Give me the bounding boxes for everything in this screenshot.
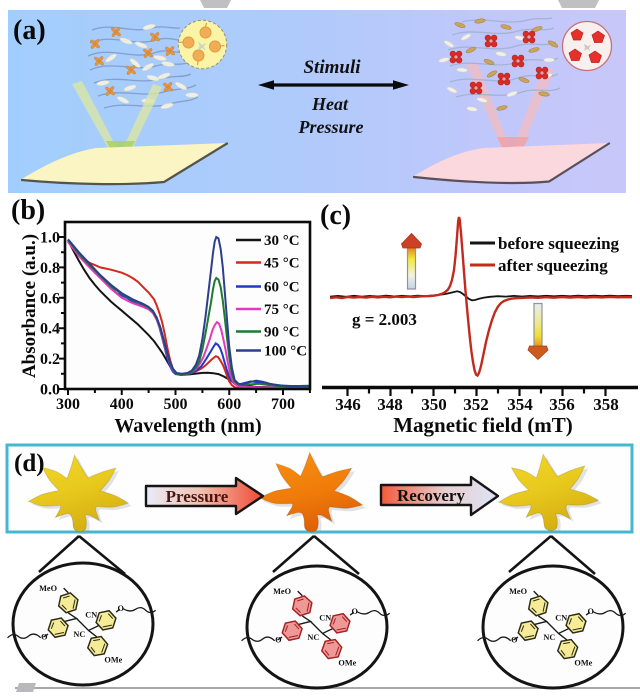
svg-text:g = 2.003: g = 2.003	[352, 310, 417, 329]
svg-text:400: 400	[110, 396, 134, 413]
svg-text:0.6: 0.6	[40, 290, 60, 307]
svg-text:after squeezing: after squeezing	[498, 256, 608, 275]
svg-text:300: 300	[56, 396, 80, 413]
svg-text:Recovery: Recovery	[397, 486, 465, 505]
svg-text:Absorbance (a.u.): Absorbance (a.u.)	[19, 234, 40, 378]
svg-text:75 °C: 75 °C	[264, 302, 300, 318]
svg-text:Stimuli: Stimuli	[303, 57, 361, 78]
svg-text:(a): (a)	[13, 15, 46, 46]
svg-text:348: 348	[377, 395, 403, 414]
svg-text:600: 600	[217, 396, 241, 413]
svg-text:352: 352	[463, 395, 489, 414]
svg-text:Magnetic field (mT): Magnetic field (mT)	[393, 413, 573, 437]
svg-text:346: 346	[335, 395, 361, 414]
svg-text:356: 356	[549, 395, 575, 414]
svg-text:Wavelength (nm): Wavelength (nm)	[114, 415, 261, 437]
svg-text:60 °C: 60 °C	[264, 280, 300, 296]
svg-text:700: 700	[271, 396, 295, 413]
svg-text:Pressure: Pressure	[166, 487, 229, 506]
svg-text:(c): (c)	[320, 200, 351, 231]
svg-text:350: 350	[421, 395, 447, 414]
svg-text:45 °C: 45 °C	[264, 256, 300, 272]
svg-text:before squeezing: before squeezing	[498, 234, 620, 253]
svg-text:(d): (d)	[14, 450, 45, 477]
svg-text:0.4: 0.4	[40, 321, 60, 338]
svg-text:90 °C: 90 °C	[264, 325, 300, 341]
svg-text:358: 358	[593, 395, 619, 414]
svg-text:1.0: 1.0	[40, 230, 60, 247]
svg-text:Heat: Heat	[311, 94, 349, 114]
svg-text:500: 500	[164, 396, 188, 413]
svg-text:0.0: 0.0	[40, 382, 60, 399]
svg-text:0.8: 0.8	[40, 260, 60, 277]
svg-text:100 °C: 100 °C	[264, 344, 307, 360]
svg-text:30 °C: 30 °C	[264, 233, 300, 249]
svg-text:Pressure: Pressure	[297, 117, 363, 137]
svg-text:0.2: 0.2	[40, 351, 60, 368]
svg-text:(b): (b)	[11, 195, 45, 226]
svg-text:354: 354	[507, 395, 533, 414]
